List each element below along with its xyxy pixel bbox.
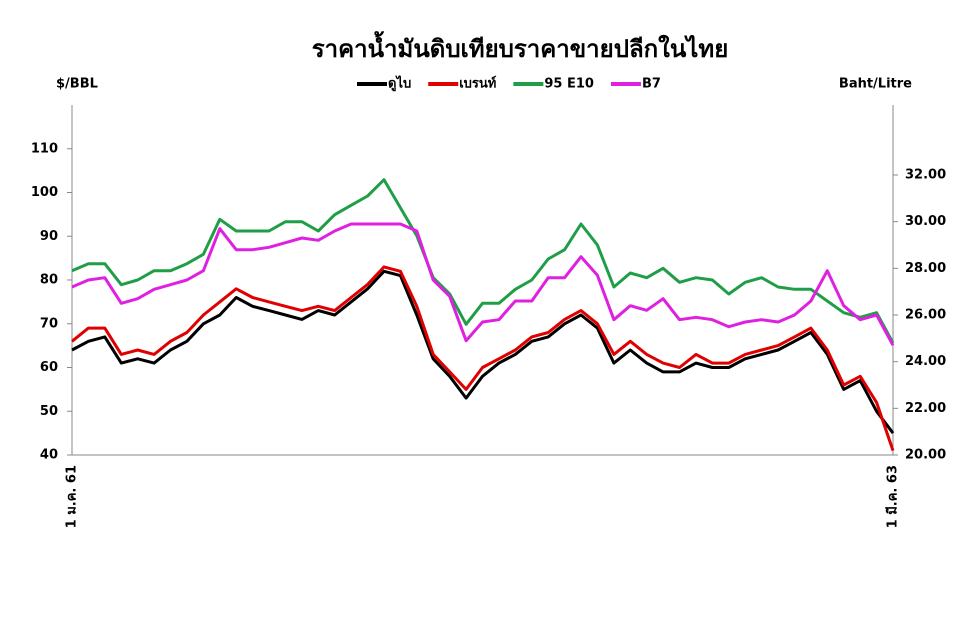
y-tick-label: 100 — [31, 185, 58, 200]
y-tick-label: 90 — [40, 229, 58, 244]
series-line — [71, 222, 895, 347]
legend-label: ดูไบ — [388, 75, 411, 92]
chart-title: ราคาน้ำมันดิบเทียบราคาขายปลีกในไทย — [312, 30, 729, 63]
y2-tick-label: 22.00 — [905, 401, 946, 416]
y2-tick-label: 30.00 — [905, 214, 946, 229]
y-tick-label: 50 — [40, 404, 58, 419]
legend-label: B7 — [642, 77, 661, 92]
y2-tick-label: 32.00 — [905, 168, 946, 183]
legend-label: 95 E10 — [544, 77, 594, 92]
y2-tick-label: 26.00 — [905, 308, 946, 323]
y2-tick-label: 24.00 — [905, 354, 946, 369]
x-tick-label: 1 มี.ค. 63 — [885, 465, 901, 528]
y2-tick-label: 20.00 — [905, 448, 946, 463]
y-tick-label: 40 — [40, 448, 58, 463]
series-line — [71, 265, 895, 452]
x-tick-label: 1 ม.ค. 61 — [65, 465, 80, 528]
y-tick-label: 70 — [40, 316, 58, 331]
series-line — [71, 178, 895, 344]
y-axis-label: $/BBL — [56, 77, 98, 92]
y-tick-label: 60 — [40, 360, 58, 375]
y2-tick-label: 28.00 — [905, 261, 946, 276]
y2-axis-label: Baht/Litre — [839, 77, 912, 92]
series-line — [71, 269, 895, 435]
legend-label: เบรนท์ — [459, 76, 496, 92]
y-tick-label: 110 — [31, 141, 58, 156]
y-tick-label: 80 — [40, 273, 58, 288]
